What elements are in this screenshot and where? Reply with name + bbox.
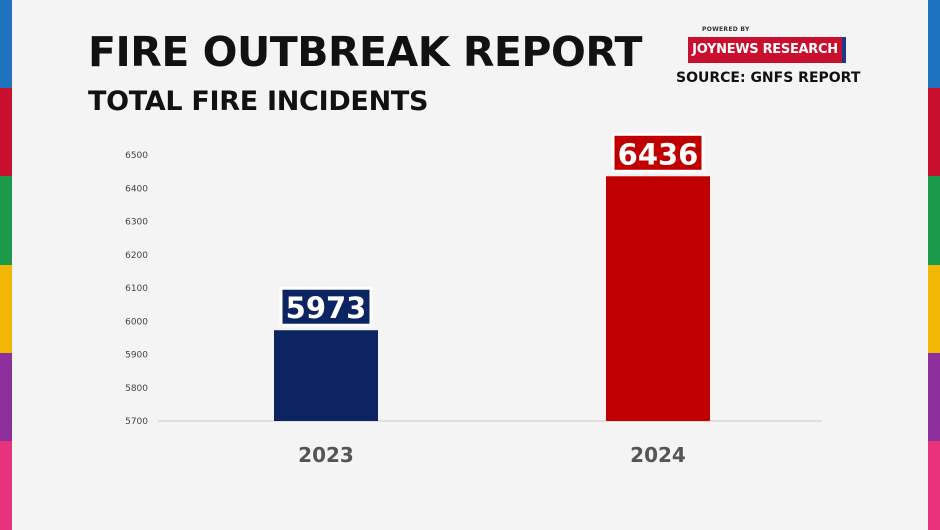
brand-block: POWERED BY JOYNEWS RESEARCH SOURCE: GNFS… [676, 26, 866, 96]
bar-2024 [606, 176, 710, 421]
powered-by-label: POWERED BY [702, 26, 750, 33]
edge-stripe-segment [928, 88, 940, 178]
data-label-box [279, 286, 373, 327]
y-tick-label: 6200 [125, 251, 148, 261]
edge-stripe-segment [928, 176, 940, 266]
edge-stripe-segment [928, 0, 940, 90]
edge-stripe-segment [0, 176, 12, 266]
y-tick-label: 6300 [125, 218, 148, 228]
edge-stripe-segment [0, 264, 12, 354]
right-color-stripe [928, 0, 940, 530]
edge-stripe-segment [0, 0, 12, 90]
edge-stripe-segment [0, 88, 12, 178]
edge-stripe-segment [928, 440, 940, 530]
x-tick-label: 2023 [298, 443, 354, 467]
y-tick-label: 5800 [125, 384, 148, 394]
edge-stripe-segment [0, 352, 12, 442]
data-label-box [611, 132, 705, 173]
data-label: 5973 [286, 291, 367, 325]
y-tick-label: 5700 [125, 417, 148, 427]
edge-stripe-segment [928, 352, 940, 442]
data-label: 6436 [618, 137, 699, 171]
y-tick-label: 6000 [125, 317, 148, 327]
y-tick-label: 6400 [125, 184, 148, 194]
edge-stripe-segment [928, 264, 940, 354]
y-tick-label: 6500 [125, 151, 148, 161]
y-tick-label: 5900 [125, 351, 148, 361]
page-title: FIRE OUTBREAK REPORT [88, 28, 643, 76]
left-color-stripe [0, 0, 12, 530]
y-tick-label: 6100 [125, 284, 148, 294]
source-label: SOURCE: GNFS REPORT [676, 70, 861, 86]
joynews-research-logo: JOYNEWS RESEARCH [688, 37, 846, 63]
x-tick-label: 2024 [630, 443, 686, 467]
chart-subtitle: TOTAL FIRE INCIDENTS [88, 86, 429, 117]
bar-2023 [274, 330, 378, 421]
edge-stripe-segment [0, 440, 12, 530]
